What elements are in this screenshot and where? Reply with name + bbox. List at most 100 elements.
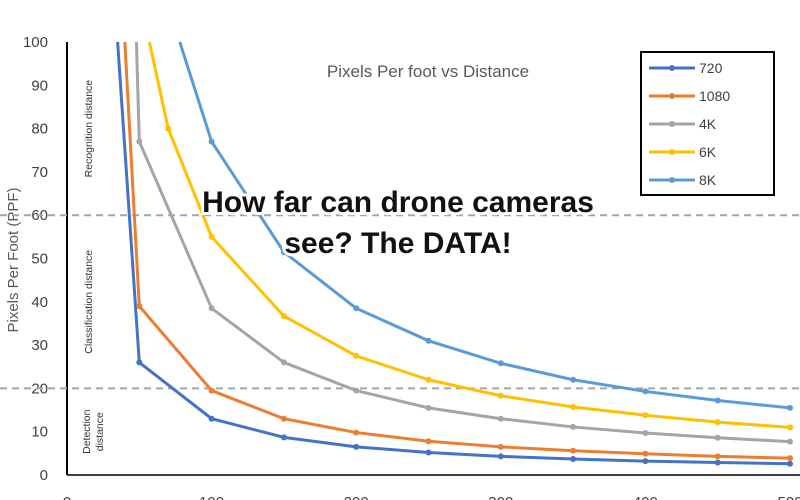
data-point [353,387,360,394]
overlay-line-1: How far can drone cameras [202,186,594,219]
data-point [208,233,215,240]
y-tick-label: 100 [23,34,48,51]
series-720 [116,41,793,467]
data-point [787,455,793,462]
data-point [714,434,721,441]
data-point [280,359,287,366]
series-1080 [123,41,793,462]
legend-label: 8K [699,172,717,188]
overlay-text: How far can drone cameras see? The DATA! [199,183,597,263]
zone-label: Classification distance [83,250,95,354]
series-8k [178,41,793,411]
y-tick-label: 10 [31,424,48,441]
data-point [425,438,432,445]
y-tick-label: 70 [31,164,48,181]
legend-label: 6K [699,144,717,160]
legend-label: 1080 [699,88,730,104]
data-point [642,429,649,436]
data-point [208,387,215,394]
legend-swatch-marker [669,121,675,127]
legend-swatch-marker [669,149,675,155]
zone-label: Recognition distance [83,80,95,178]
legend-entry-6k: 6K [649,144,717,160]
data-point [165,125,172,132]
series-4k [134,41,793,445]
legend-swatch-marker [669,65,675,71]
data-point [787,438,793,445]
data-point [642,458,649,465]
data-point [570,404,577,411]
data-point [425,404,432,411]
series-6k [147,41,793,431]
y-axis-label: Pixels Per Foot (PPF) [5,187,22,332]
data-point [497,453,504,460]
data-point [570,423,577,430]
data-point [497,415,504,422]
data-point [208,138,215,145]
data-point [280,415,287,422]
x-tick-labels: 0 100 200 300 400 500 [63,494,800,500]
data-point [570,376,577,383]
y-tick-label: 90 [31,77,48,94]
data-point [787,404,793,411]
data-point [570,447,577,454]
data-point [425,337,432,344]
data-point [353,443,360,450]
series-line [178,41,791,410]
data-point [714,419,721,426]
data-point [353,429,360,436]
x-tick-label: 500 [777,494,800,500]
legend-entry-720: 720 [649,60,723,76]
zone-label: Detectiondistance [81,409,106,454]
y-tick-label: 80 [31,121,48,138]
data-point [136,359,143,366]
data-point [280,249,287,256]
zone-label-text: Recognition distance [83,80,95,178]
data-point [642,450,649,457]
x-tick-label: 300 [488,494,513,500]
y-tick-label: 0 [40,467,48,484]
data-point [497,360,504,367]
data-point [497,443,504,450]
legend-label: 720 [699,60,723,76]
y-tick-label: 40 [31,294,48,311]
zone-labels: Recognition distance Classification dista… [81,80,106,454]
legend-swatch-marker [669,93,675,99]
data-point [353,305,360,312]
chart-title: Pixels Per foot vs Distance [327,62,529,81]
data-point [280,313,287,320]
data-point [642,412,649,419]
legend-swatch-marker [669,177,675,183]
data-point [280,434,287,441]
legend-entry-1080: 1080 [649,88,730,104]
zone-label-text: Detectiondistance [81,409,106,454]
data-point [714,459,721,466]
x-tick-label: 400 [633,494,658,500]
data-point [497,392,504,399]
data-point [208,415,215,422]
data-point [353,352,360,359]
legend-entry-4k: 4K [649,116,717,132]
zone-label-text: Classification distance [83,250,95,354]
y-tick-label: 30 [31,337,48,354]
legend-label: 4K [699,116,717,132]
series-layer [116,41,793,467]
x-tick-label: 0 [63,494,71,500]
data-point [208,305,215,312]
data-point [714,453,721,460]
data-point [787,460,793,467]
data-point [136,303,143,310]
x-tick-label: 100 [199,494,224,500]
data-point [714,397,721,404]
data-point [570,455,577,462]
data-point [136,138,143,145]
data-point [425,376,432,383]
data-point [787,424,793,431]
x-tick-label: 200 [344,494,369,500]
overlay-line-2: see? The DATA! [284,227,511,260]
y-tick-label: 50 [31,251,48,268]
legend-entry-8k: 8K [649,172,717,188]
data-point [425,449,432,456]
